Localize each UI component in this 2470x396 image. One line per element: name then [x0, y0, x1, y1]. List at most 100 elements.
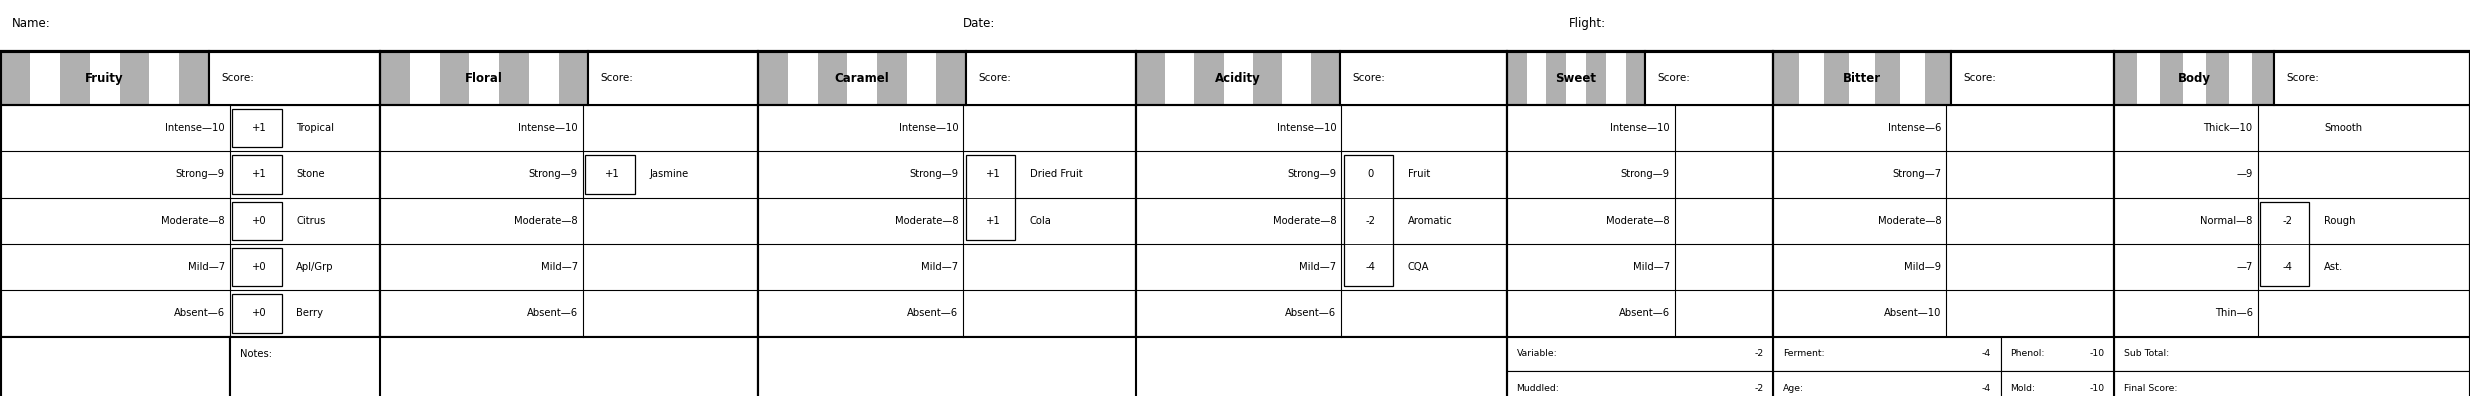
- Bar: [847, 51, 877, 105]
- Text: -4: -4: [1981, 349, 1991, 358]
- Bar: [2206, 51, 2228, 105]
- Text: Fruity: Fruity: [86, 72, 124, 85]
- Bar: [440, 51, 469, 105]
- Text: Intense—10: Intense—10: [899, 123, 958, 133]
- Text: +0: +0: [252, 308, 267, 318]
- Bar: [758, 51, 966, 105]
- Text: Moderate—8: Moderate—8: [894, 216, 958, 226]
- Bar: [232, 109, 282, 147]
- Bar: [1339, 51, 1507, 105]
- Text: Aromatic: Aromatic: [1408, 216, 1452, 226]
- Bar: [2114, 337, 2470, 371]
- Bar: [2114, 371, 2470, 396]
- Bar: [1282, 51, 1312, 105]
- Bar: [2001, 337, 2114, 371]
- Bar: [380, 51, 410, 105]
- Bar: [529, 51, 558, 105]
- Bar: [0, 51, 30, 105]
- Text: Strong—9: Strong—9: [909, 169, 958, 179]
- Text: Strong—9: Strong—9: [529, 169, 578, 179]
- Text: —9: —9: [2235, 169, 2253, 179]
- Bar: [380, 105, 758, 337]
- Text: Acidity: Acidity: [1215, 72, 1262, 85]
- Text: Ferment:: Ferment:: [1783, 349, 1825, 358]
- Text: Cola: Cola: [1030, 216, 1052, 226]
- Bar: [0, 337, 230, 396]
- Text: Notes:: Notes:: [240, 349, 272, 359]
- Bar: [1507, 51, 1645, 105]
- Text: Moderate—8: Moderate—8: [1606, 216, 1670, 226]
- Text: Sweet: Sweet: [1556, 72, 1596, 85]
- Bar: [0, 51, 210, 105]
- Bar: [877, 51, 906, 105]
- Bar: [232, 248, 282, 286]
- Bar: [1825, 51, 1850, 105]
- Bar: [148, 51, 180, 105]
- Text: Body: Body: [2179, 72, 2211, 85]
- Text: Moderate—8: Moderate—8: [1877, 216, 1941, 226]
- Bar: [2114, 51, 2137, 105]
- Bar: [1507, 337, 1773, 371]
- Text: Mild—7: Mild—7: [1633, 262, 1670, 272]
- Bar: [232, 155, 282, 194]
- Text: Intense—10: Intense—10: [1610, 123, 1670, 133]
- Bar: [588, 51, 758, 105]
- Bar: [0, 51, 2470, 396]
- Text: Mild—7: Mild—7: [541, 262, 578, 272]
- Text: Age:: Age:: [1783, 384, 1806, 393]
- Bar: [758, 51, 788, 105]
- Text: Fruit: Fruit: [1408, 169, 1430, 179]
- Text: -10: -10: [2090, 384, 2104, 393]
- Text: -4: -4: [1981, 384, 1991, 393]
- Bar: [2260, 202, 2309, 286]
- Bar: [1566, 51, 1586, 105]
- Bar: [1136, 105, 1507, 337]
- Bar: [1586, 51, 1606, 105]
- Text: Citrus: Citrus: [296, 216, 326, 226]
- Text: Intense—10: Intense—10: [165, 123, 225, 133]
- Text: Moderate—8: Moderate—8: [1272, 216, 1336, 226]
- Bar: [1773, 337, 2001, 371]
- Bar: [30, 51, 59, 105]
- Bar: [1625, 51, 1645, 105]
- Bar: [1166, 51, 1195, 105]
- Bar: [1526, 51, 1546, 105]
- Text: Absent—6: Absent—6: [1618, 308, 1670, 318]
- Text: Dried Fruit: Dried Fruit: [1030, 169, 1082, 179]
- Text: Strong—9: Strong—9: [1620, 169, 1670, 179]
- Text: Intense—6: Intense—6: [1887, 123, 1941, 133]
- Bar: [1798, 51, 1825, 105]
- Text: Score:: Score:: [2287, 73, 2319, 83]
- Text: Intense—10: Intense—10: [1277, 123, 1336, 133]
- Text: Normal—8: Normal—8: [2201, 216, 2253, 226]
- Text: Thin—6: Thin—6: [2216, 308, 2253, 318]
- Text: Strong—9: Strong—9: [175, 169, 225, 179]
- Text: Strong—9: Strong—9: [1287, 169, 1336, 179]
- Text: Stone: Stone: [296, 169, 326, 179]
- Bar: [1606, 51, 1625, 105]
- Text: Phenol:: Phenol:: [2011, 349, 2045, 358]
- Bar: [1507, 51, 1526, 105]
- Bar: [818, 51, 847, 105]
- Text: Score:: Score:: [1964, 73, 1996, 83]
- Text: Absent—6: Absent—6: [1284, 308, 1336, 318]
- Text: Mild—7: Mild—7: [1299, 262, 1336, 272]
- Bar: [232, 294, 282, 333]
- Bar: [2001, 371, 2114, 396]
- Bar: [410, 51, 440, 105]
- Bar: [936, 51, 966, 105]
- Text: Absent—6: Absent—6: [526, 308, 578, 318]
- Text: Sub Total:: Sub Total:: [2124, 349, 2169, 358]
- Text: +0: +0: [252, 216, 267, 226]
- Text: Final Score:: Final Score:: [2124, 384, 2179, 393]
- Text: Score:: Score:: [222, 73, 254, 83]
- Bar: [1507, 371, 1773, 396]
- Text: Tropical: Tropical: [296, 123, 333, 133]
- Text: Mild—7: Mild—7: [921, 262, 958, 272]
- Text: Score:: Score:: [1354, 73, 1386, 83]
- Bar: [59, 51, 89, 105]
- Text: Mild—7: Mild—7: [188, 262, 225, 272]
- Bar: [2228, 51, 2253, 105]
- Text: -4: -4: [2282, 262, 2292, 272]
- Text: 0: 0: [1368, 169, 1373, 179]
